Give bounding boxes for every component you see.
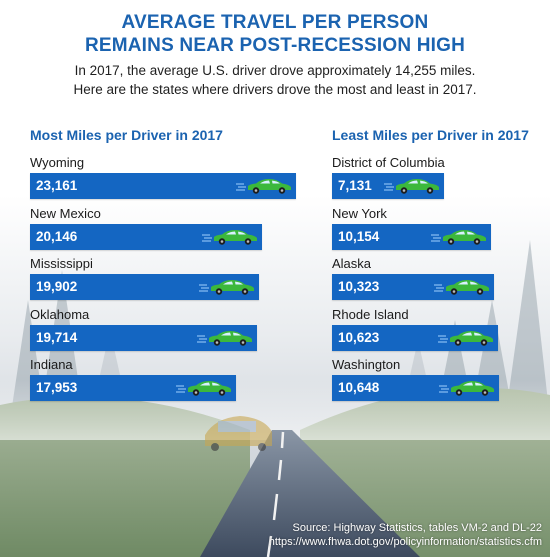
- subtitle-line-2: Here are the states where drivers drove …: [73, 82, 477, 97]
- car-icon: [438, 329, 496, 347]
- least-state-label: Alaska: [332, 256, 372, 271]
- car-icon: [236, 177, 294, 195]
- most-miles-value-label: 19,902: [36, 279, 78, 294]
- source-citation: Source: Highway Statistics, tables VM-2 …: [292, 522, 542, 534]
- least-miles-value-label: 10,623: [338, 329, 380, 345]
- most-miles-bar: 20,146: [30, 223, 262, 250]
- car-icon: [431, 228, 489, 246]
- least-miles-bar: 7,131: [332, 173, 444, 199]
- least-state-label: District of Columbia: [332, 155, 445, 170]
- least-miles-bar: 10,154: [332, 223, 491, 250]
- least-miles-chart-title: Least Miles per Driver in 2017: [332, 127, 529, 143]
- least-state-label: Rhode Island: [332, 306, 409, 322]
- most-miles-bar: 17,953: [30, 375, 236, 401]
- least-miles-value-label: 10,648: [338, 380, 380, 395]
- most-miles-bar: 23,161: [30, 173, 296, 199]
- least-miles-bar: 10,323: [332, 274, 494, 300]
- source-url[interactable]: https://www.fhwa.dot.gov/policyinformati…: [268, 536, 542, 548]
- least-miles-value-label: 7,131: [338, 178, 372, 193]
- car-icon: [202, 228, 260, 246]
- car-icon: [434, 278, 492, 296]
- most-state-label: Mississippi: [30, 256, 93, 271]
- most-state-label: Wyoming: [30, 155, 85, 170]
- most-state-label: Oklahoma: [30, 306, 90, 322]
- most-miles-value-label: 17,953: [36, 380, 78, 395]
- page-title-line-2: REMAINS NEAR POST-RECESSION HIGH: [84, 35, 466, 56]
- least-miles-bar: 10,648: [332, 375, 499, 401]
- car-icon: [384, 177, 442, 195]
- most-miles-chart-title: Most Miles per Driver in 2017: [30, 127, 223, 143]
- car-icon: [199, 278, 257, 296]
- least-state-label: New York: [332, 205, 387, 221]
- least-miles-value-label: 10,323: [338, 279, 380, 294]
- car-icon: [197, 329, 255, 347]
- source-note: Source: Highway Statistics, tables VM-2 …: [269, 521, 542, 549]
- most-miles-bar: 19,714: [30, 324, 257, 351]
- page-title-line-1: AVERAGE TRAVEL PER PERSON: [121, 12, 429, 33]
- most-miles-value-label: 20,146: [36, 228, 78, 244]
- subtitle-line-1: In 2017, the average U.S. driver drove a…: [74, 63, 476, 78]
- least-miles-value-label: 10,154: [338, 228, 380, 244]
- car-icon: [439, 379, 497, 397]
- most-state-label: Indiana: [30, 357, 73, 372]
- least-state-label: Washington: [332, 357, 401, 372]
- most-miles-bar: 19,902: [30, 274, 259, 300]
- most-miles-value-label: 19,714: [36, 329, 78, 345]
- most-state-label: New Mexico: [30, 205, 101, 221]
- least-miles-bar: 10,623: [332, 324, 498, 351]
- car-icon: [176, 379, 234, 397]
- most-miles-value-label: 23,161: [36, 178, 78, 193]
